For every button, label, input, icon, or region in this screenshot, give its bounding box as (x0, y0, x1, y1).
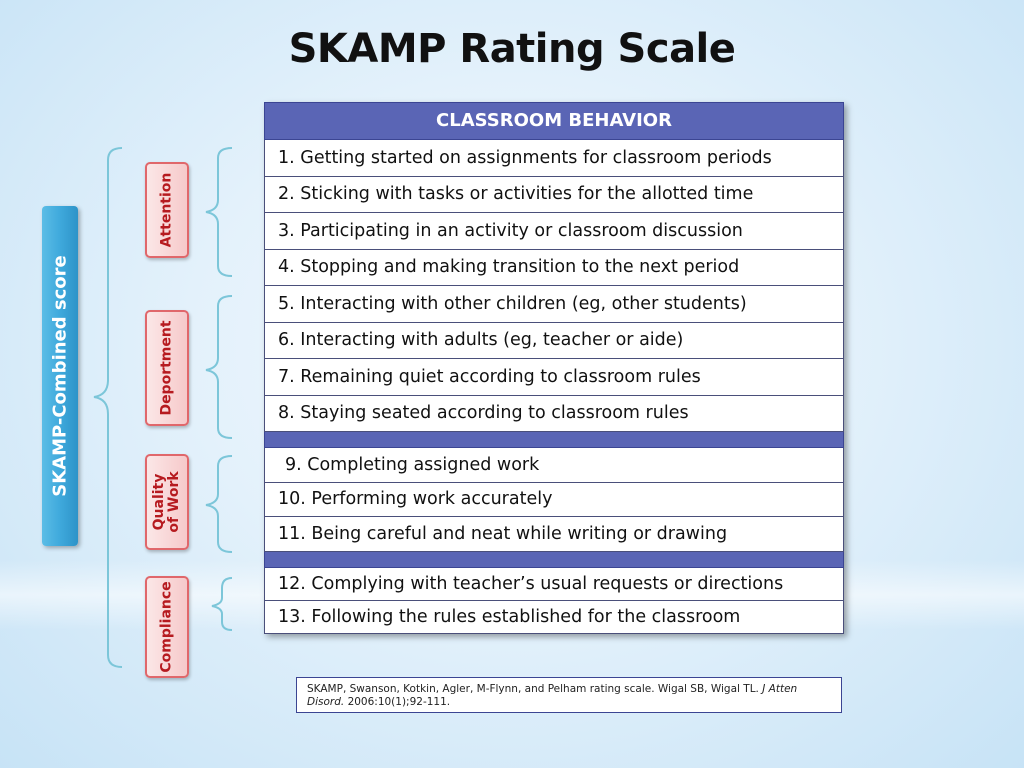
section-divider (264, 551, 844, 568)
table-row: 4. Stopping and making transition to the… (264, 249, 844, 286)
section-divider (264, 432, 844, 448)
table-row: 7. Remaining quiet according to classroo… (264, 359, 844, 396)
table-row: 11. Being careful and neat while writing… (264, 517, 844, 552)
classroom-behavior-table: CLASSROOM BEHAVIOR 1. Getting started on… (264, 102, 844, 634)
attention-brace (205, 147, 233, 277)
table-header: CLASSROOM BEHAVIOR (264, 102, 844, 140)
page-title: SKAMP Rating Scale (288, 26, 736, 72)
table-row: 1. Getting started on assignments for cl… (264, 140, 844, 177)
grouping-braces (93, 147, 233, 668)
table-row: 8. Staying seated according to classroom… (264, 395, 844, 432)
skamp-combined-score-box: SKAMP-Combined score (42, 206, 78, 546)
reference-text: SKAMP, Swanson, Kotkin, Agler, M-Flynn, … (307, 683, 759, 695)
quality-line1: Quality (151, 473, 167, 531)
table-row: 3. Participating in an activity or class… (264, 213, 844, 250)
table-row: 5. Interacting with other children (eg, … (264, 286, 844, 323)
attention-label: Attention (158, 172, 175, 248)
quality-of-work-category: Quality of Work (145, 454, 189, 550)
reference-journal: J Atten Disord. (307, 683, 798, 708)
table-row: 13. Following the rules established for … (264, 600, 844, 634)
quality-line2: of Work (166, 471, 182, 533)
quality-of-work-label: Quality of Work (151, 471, 182, 533)
table-row: 12. Complying with teacher’s usual reque… (264, 567, 844, 601)
attention-category: Attention (145, 162, 189, 258)
table-row: 10. Performing work accurately (264, 482, 844, 517)
deportment-category: Deportment (145, 310, 189, 426)
compliance-label: Compliance (158, 581, 175, 673)
reference-citation: SKAMP, Swanson, Kotkin, Agler, M-Flynn, … (296, 677, 842, 713)
table-row: 6. Interacting with adults (eg, teacher … (264, 322, 844, 359)
deportment-label: Deportment (158, 320, 175, 416)
reference-citation-detail: 2006:10(1);92-111. (347, 696, 451, 708)
combined-brace (93, 147, 123, 668)
deportment-brace (205, 295, 233, 439)
table-row: 9. Completing assigned work (264, 448, 844, 483)
combined-score-label: SKAMP-Combined score (49, 255, 71, 497)
table-row: 2. Sticking with tasks or activities for… (264, 176, 844, 213)
compliance-brace (211, 577, 233, 631)
quality-brace (205, 455, 233, 553)
compliance-category: Compliance (145, 576, 189, 678)
